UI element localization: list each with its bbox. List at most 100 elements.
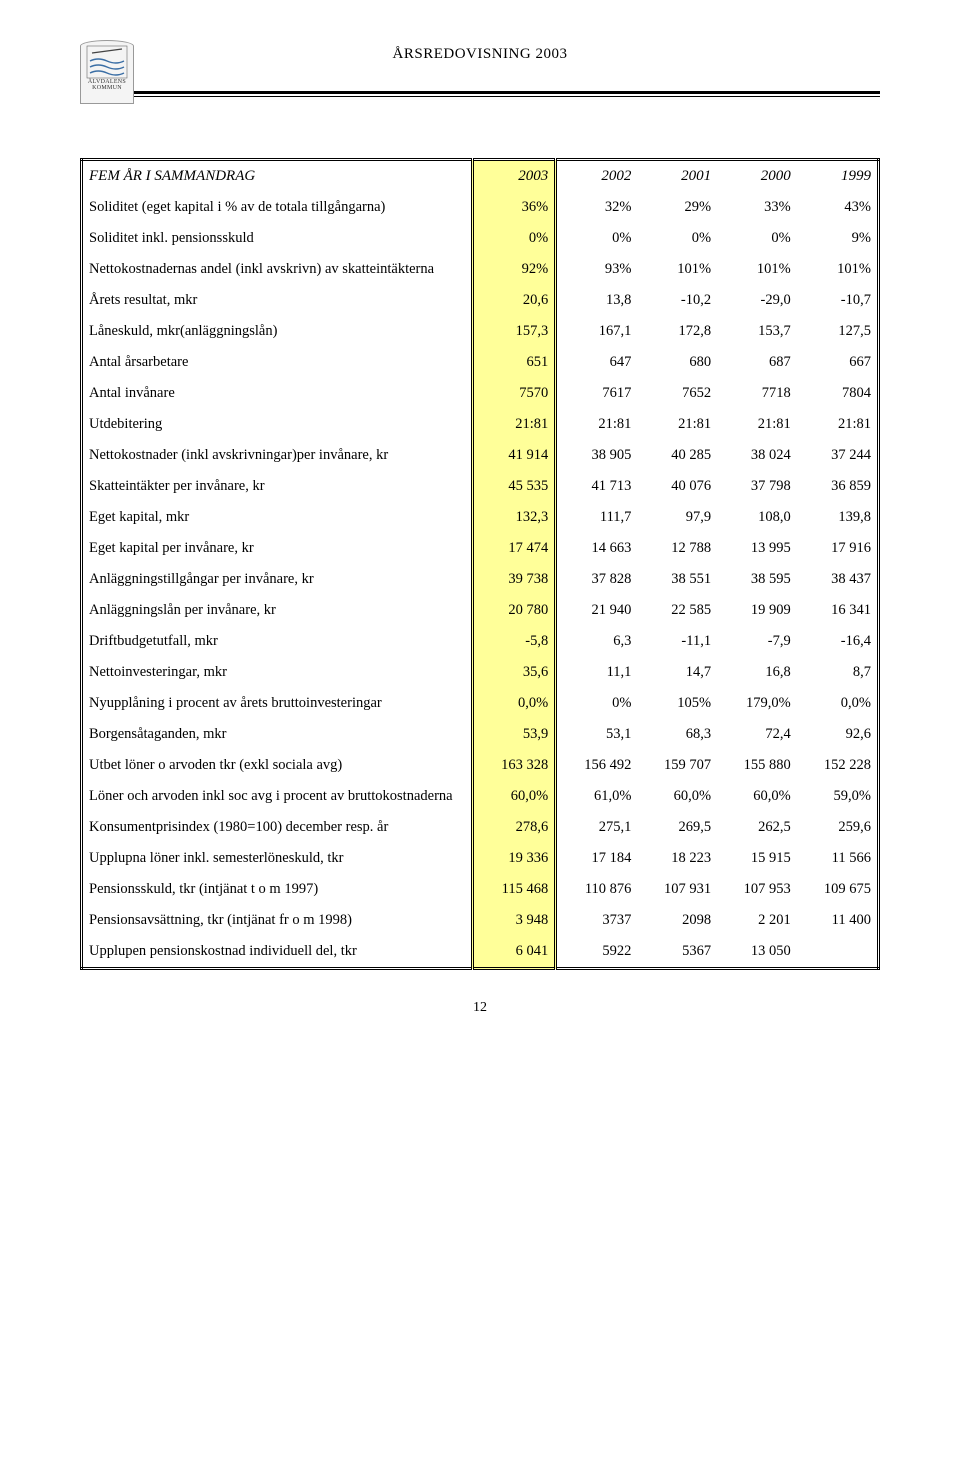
col-year-2002: 2002 bbox=[556, 160, 638, 193]
cell-value: 33% bbox=[717, 192, 797, 223]
row-label: Skatteintäkter per invånare, kr bbox=[82, 471, 473, 502]
cell-value: -10,2 bbox=[637, 285, 717, 316]
cell-value: 278,6 bbox=[472, 812, 556, 843]
cell-value: 15 915 bbox=[717, 843, 797, 874]
cell-value: 167,1 bbox=[556, 316, 638, 347]
cell-value: -10,7 bbox=[797, 285, 879, 316]
cell-value: 7617 bbox=[556, 378, 638, 409]
row-label: Borgensåtaganden, mkr bbox=[82, 719, 473, 750]
cell-value: 101% bbox=[717, 254, 797, 285]
cell-value: 37 828 bbox=[556, 564, 638, 595]
col-year-2001: 2001 bbox=[637, 160, 717, 193]
cell-value: 93% bbox=[556, 254, 638, 285]
cell-value: 115 468 bbox=[472, 874, 556, 905]
table-row: Årets resultat, mkr20,613,8-10,2-29,0-10… bbox=[82, 285, 879, 316]
row-label: Nettokostnader (inkl avskrivningar)per i… bbox=[82, 440, 473, 471]
cell-value: 101% bbox=[797, 254, 879, 285]
table-row: Nyupplåning i procent av årets bruttoinv… bbox=[82, 688, 879, 719]
cell-value: 0,0% bbox=[472, 688, 556, 719]
row-label: Årets resultat, mkr bbox=[82, 285, 473, 316]
cell-value: 11 566 bbox=[797, 843, 879, 874]
table-row: Pensionsavsättning, tkr (intjänat fr o m… bbox=[82, 905, 879, 936]
cell-value: 40 076 bbox=[637, 471, 717, 502]
row-label: Konsumentprisindex (1980=100) december r… bbox=[82, 812, 473, 843]
cell-value: 38 551 bbox=[637, 564, 717, 595]
cell-value: 110 876 bbox=[556, 874, 638, 905]
cell-value: 16,8 bbox=[717, 657, 797, 688]
cell-value: 45 535 bbox=[472, 471, 556, 502]
cell-value: 152 228 bbox=[797, 750, 879, 781]
cell-value: 72,4 bbox=[717, 719, 797, 750]
row-label: Nettoinvesteringar, mkr bbox=[82, 657, 473, 688]
cell-value: 38 024 bbox=[717, 440, 797, 471]
summary-table: FEM ÅR I SAMMANDRAG 2003 2002 2001 2000 … bbox=[80, 158, 880, 970]
page-header: ÄLVDALENS KOMMUN ÅRSREDOVISNING 2003 bbox=[80, 40, 880, 130]
cell-value: 38 437 bbox=[797, 564, 879, 595]
row-label: Anläggningslån per invånare, kr bbox=[82, 595, 473, 626]
table-row: Löner och arvoden inkl soc avg i procent… bbox=[82, 781, 879, 812]
cell-value: 21:81 bbox=[472, 409, 556, 440]
row-label: Eget kapital, mkr bbox=[82, 502, 473, 533]
cell-value: -7,9 bbox=[717, 626, 797, 657]
row-label: Låneskuld, mkr(anläggningslån) bbox=[82, 316, 473, 347]
table-row: Antal invånare75707617765277187804 bbox=[82, 378, 879, 409]
table-row: Pensionsskuld, tkr (intjänat t o m 1997)… bbox=[82, 874, 879, 905]
cell-value: 5922 bbox=[556, 936, 638, 969]
row-label: Utbet löner o arvoden tkr (exkl sociala … bbox=[82, 750, 473, 781]
cell-value: 22 585 bbox=[637, 595, 717, 626]
cell-value: 60,0% bbox=[637, 781, 717, 812]
cell-value: 32% bbox=[556, 192, 638, 223]
municipality-crest-icon: ÄLVDALENS KOMMUN bbox=[80, 40, 134, 104]
cell-value: 20 780 bbox=[472, 595, 556, 626]
cell-value: 11 400 bbox=[797, 905, 879, 936]
cell-value: 647 bbox=[556, 347, 638, 378]
cell-value: 38 905 bbox=[556, 440, 638, 471]
cell-value: -11,1 bbox=[637, 626, 717, 657]
cell-value: 41 713 bbox=[556, 471, 638, 502]
cell-value: 60,0% bbox=[472, 781, 556, 812]
row-label: Driftbudgetutfall, mkr bbox=[82, 626, 473, 657]
table-row: Eget kapital per invånare, kr17 47414 66… bbox=[82, 533, 879, 564]
cell-value: 101% bbox=[637, 254, 717, 285]
row-label: Antal årsarbetare bbox=[82, 347, 473, 378]
cell-value: 29% bbox=[637, 192, 717, 223]
table-row: Upplupna löner inkl. semesterlöneskuld, … bbox=[82, 843, 879, 874]
cell-value: 105% bbox=[637, 688, 717, 719]
cell-value: 0% bbox=[472, 223, 556, 254]
cell-value: 259,6 bbox=[797, 812, 879, 843]
cell-value: 0% bbox=[556, 223, 638, 254]
cell-value: 53,1 bbox=[556, 719, 638, 750]
table-row: Eget kapital, mkr132,3111,797,9108,0139,… bbox=[82, 502, 879, 533]
row-label: Pensionsavsättning, tkr (intjänat fr o m… bbox=[82, 905, 473, 936]
row-label: Pensionsskuld, tkr (intjänat t o m 1997) bbox=[82, 874, 473, 905]
table-row: Antal årsarbetare651647680687667 bbox=[82, 347, 879, 378]
cell-value: 3737 bbox=[556, 905, 638, 936]
cell-value: -16,4 bbox=[797, 626, 879, 657]
cell-value: 35,6 bbox=[472, 657, 556, 688]
cell-value: 108,0 bbox=[717, 502, 797, 533]
main-content: FEM ÅR I SAMMANDRAG 2003 2002 2001 2000 … bbox=[80, 158, 880, 970]
table-row: Borgensåtaganden, mkr53,953,168,372,492,… bbox=[82, 719, 879, 750]
cell-value: 21:81 bbox=[556, 409, 638, 440]
cell-value: -5,8 bbox=[472, 626, 556, 657]
row-label: Nyupplåning i procent av årets bruttoinv… bbox=[82, 688, 473, 719]
cell-value: 38 595 bbox=[717, 564, 797, 595]
cell-value: -29,0 bbox=[717, 285, 797, 316]
cell-value: 0,0% bbox=[797, 688, 879, 719]
cell-value: 60,0% bbox=[717, 781, 797, 812]
cell-value: 6,3 bbox=[556, 626, 638, 657]
col-year-2000: 2000 bbox=[717, 160, 797, 193]
cell-value: 9% bbox=[797, 223, 879, 254]
cell-value bbox=[797, 936, 879, 969]
cell-value: 59,0% bbox=[797, 781, 879, 812]
col-year-1999: 1999 bbox=[797, 160, 879, 193]
cell-value: 7570 bbox=[472, 378, 556, 409]
table-row: Anläggningstillgångar per invånare, kr39… bbox=[82, 564, 879, 595]
row-label: Soliditet inkl. pensionsskuld bbox=[82, 223, 473, 254]
cell-value: 12 788 bbox=[637, 533, 717, 564]
table-row: Nettokostnader (inkl avskrivningar)per i… bbox=[82, 440, 879, 471]
cell-value: 18 223 bbox=[637, 843, 717, 874]
cell-value: 92% bbox=[472, 254, 556, 285]
cell-value: 7804 bbox=[797, 378, 879, 409]
row-label: Utdebitering bbox=[82, 409, 473, 440]
